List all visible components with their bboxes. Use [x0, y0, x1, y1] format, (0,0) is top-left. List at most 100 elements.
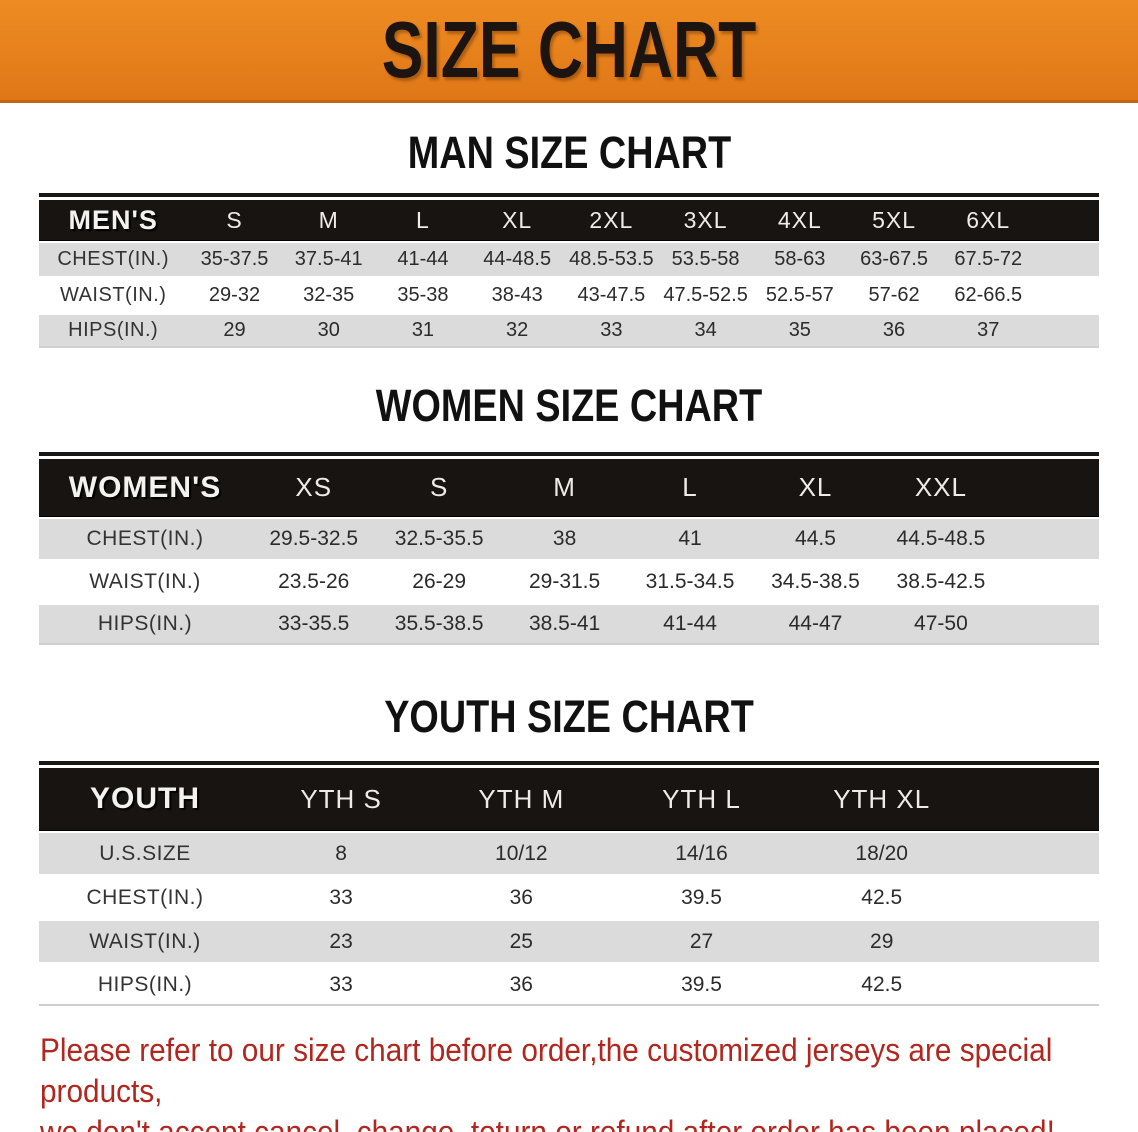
- women-row-spacer: [1004, 519, 1099, 559]
- value-cell: 29-32: [208, 284, 261, 306]
- value-cell: 32-35: [303, 284, 355, 306]
- women-section-heading: WOMEN SIZE CHART: [0, 380, 1138, 432]
- women-size-col-xxl: XXL: [914, 472, 967, 502]
- men-row-spacer: [1035, 243, 1099, 276]
- value-cell: 62-66.5: [954, 284, 1023, 306]
- value-cell: 29: [870, 929, 894, 953]
- women-row-spacer: [1004, 562, 1099, 602]
- men-size-col-m: M: [318, 206, 339, 233]
- row-label: CHEST(IN.): [86, 885, 204, 909]
- youth-table-top-border: [39, 761, 1099, 765]
- youth-header-label: YOUTH: [90, 782, 200, 815]
- order-disclaimer-note: Please refer to our size chart before or…: [40, 1030, 1138, 1132]
- women-size-col-xs: XS: [295, 472, 333, 502]
- value-cell: 10/12: [495, 841, 548, 865]
- youth-section-heading: YOUTH SIZE CHART: [0, 691, 1138, 743]
- row-label: WAIST(IN.): [89, 570, 201, 593]
- men-size-col-xl: XL: [502, 206, 533, 233]
- men-size-table: MEN'S S M L XL 2XL 3XL 4XL 5XL 6XL CHEST(IN.) 35-37…: [39, 193, 1099, 348]
- value-cell: 33: [600, 319, 623, 341]
- value-cell: 58-63: [774, 248, 826, 270]
- value-cell: 29-31.5: [528, 570, 601, 593]
- youth-row-spacer: [972, 965, 1099, 1004]
- value-cell: 34: [694, 319, 717, 341]
- women-size-col-xl: XL: [798, 472, 833, 502]
- youth-row-spacer: [972, 921, 1099, 962]
- youth-heading-text: YOUTH SIZE CHART: [384, 691, 754, 742]
- value-cell: 52.5-57: [765, 284, 834, 306]
- disclaimer-line-2: we don't accept cancel, change, teturn o…: [40, 1114, 1055, 1132]
- youth-size-col-yth-m: YTH M: [478, 783, 565, 814]
- youth-row-hipsin: HIPS(IN.) 33 36 39.5 42.5: [39, 965, 1099, 1006]
- value-cell: 38-43: [491, 284, 543, 306]
- value-cell: 35-38: [397, 284, 449, 306]
- value-cell: 42.5: [861, 885, 903, 909]
- value-cell: 39.5: [681, 885, 722, 909]
- value-cell: 18/20: [855, 841, 908, 865]
- value-cell: 44.5-48.5: [896, 527, 986, 550]
- value-cell: 23.5-26: [278, 570, 350, 593]
- value-cell: 35.5-38.5: [394, 612, 484, 635]
- value-cell: 41-44: [663, 612, 717, 635]
- value-cell: 34.5-38.5: [771, 570, 860, 593]
- value-cell: 35-37.5: [200, 248, 269, 270]
- men-heading-text: MAN SIZE CHART: [407, 127, 731, 178]
- women-row-spacer: [1004, 605, 1099, 643]
- women-size-col-s: S: [429, 472, 449, 502]
- women-table-top-border: [39, 452, 1099, 456]
- youth-row-spacer: [972, 877, 1099, 918]
- men-row-spacer: [1035, 279, 1099, 312]
- value-cell: 38.5-42.5: [896, 570, 986, 593]
- men-size-col-2xl: 2XL: [589, 206, 634, 233]
- men-size-col-6xl: 6XL: [966, 206, 1011, 233]
- men-section-heading: MAN SIZE CHART: [0, 127, 1138, 179]
- men-size-col-3xl: 3XL: [683, 206, 728, 233]
- value-cell: 33: [329, 972, 353, 996]
- value-cell: 38: [552, 527, 577, 550]
- value-cell: 29: [223, 319, 246, 341]
- size-chart-banner: SIZE CHART: [0, 0, 1138, 103]
- youth-size-col-yth-s: YTH S: [300, 783, 382, 814]
- men-header-spacer: [1035, 200, 1099, 240]
- women-header-row: WOMEN'S XS S M L XL XXL: [39, 459, 1099, 516]
- value-cell: 26-29: [412, 570, 467, 593]
- banner-title: SIZE CHART: [381, 5, 757, 94]
- women-header-label: WOMEN'S: [68, 470, 222, 504]
- row-label: CHEST(IN.): [86, 527, 204, 550]
- value-cell: 53.5-58: [671, 248, 740, 270]
- value-cell: 39.5: [681, 972, 722, 996]
- value-cell: 29.5-32.5: [269, 527, 359, 550]
- row-label: U.S.SIZE: [99, 841, 191, 865]
- men-row-spacer: [1035, 315, 1099, 346]
- youth-size-col-yth-xl: YTH XL: [833, 783, 931, 814]
- value-cell: 8: [335, 841, 347, 865]
- value-cell: 36: [509, 972, 533, 996]
- value-cell: 47-50: [914, 612, 968, 635]
- row-label: WAIST(IN.): [59, 284, 167, 306]
- youth-header-spacer: [972, 768, 1099, 830]
- men-header-row: MEN'S S M L XL 2XL 3XL 4XL 5XL 6XL: [39, 200, 1099, 240]
- row-label: HIPS(IN.): [97, 612, 193, 635]
- disclaimer-line-1: Please refer to our size chart before or…: [40, 1032, 1053, 1109]
- value-cell: 36: [882, 319, 906, 341]
- value-cell: 63-67.5: [860, 248, 928, 270]
- women-heading-text: WOMEN SIZE CHART: [375, 380, 763, 431]
- row-label: CHEST(IN.): [57, 248, 170, 270]
- value-cell: 14/16: [675, 841, 728, 865]
- value-cell: 33: [329, 885, 353, 909]
- men-header-label: MEN'S: [68, 204, 158, 235]
- value-cell: 37: [977, 319, 1000, 341]
- value-cell: 57-62: [868, 284, 920, 306]
- value-cell: 38.5-41: [528, 612, 601, 635]
- value-cell: 44-48.5: [483, 248, 552, 270]
- row-label: HIPS(IN.): [68, 319, 159, 341]
- value-cell: 43-47.5: [577, 284, 646, 306]
- value-cell: 32: [506, 319, 529, 341]
- value-cell: 41: [678, 527, 702, 550]
- value-cell: 33-35.5: [278, 612, 350, 635]
- men-table-top-border: [39, 193, 1099, 197]
- youth-row-chestin: CHEST(IN.) 33 36 39.5 42.5: [39, 877, 1099, 918]
- value-cell: 30: [317, 319, 340, 341]
- youth-size-table: YOUTH YTH S YTH M YTH L YTH XL U.S.SIZE 8 10/12…: [39, 761, 1099, 1006]
- value-cell: 23: [329, 929, 353, 953]
